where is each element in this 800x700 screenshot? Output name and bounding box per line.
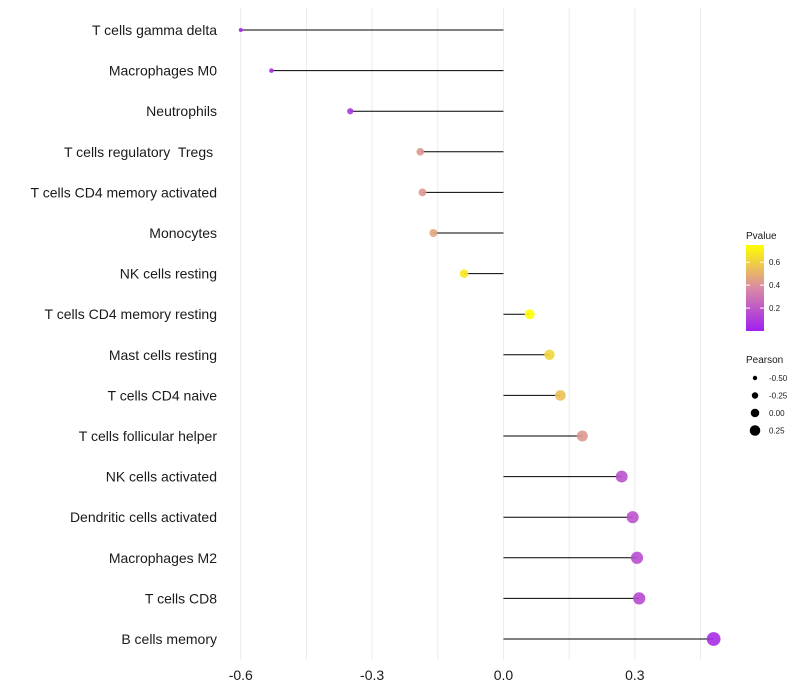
pearson-legend-title: Pearson bbox=[746, 355, 783, 366]
colorbar-tick-label: 0.6 bbox=[769, 258, 781, 267]
lollipop-point bbox=[630, 551, 644, 564]
x-tick-label: 0.0 bbox=[494, 667, 514, 683]
category-label: Mast cells resting bbox=[109, 347, 217, 363]
category-label: T cells CD4 naive bbox=[108, 387, 218, 403]
lollipop-point bbox=[706, 632, 721, 646]
size-legend-label: -0.50 bbox=[769, 374, 788, 383]
lollipop-point bbox=[418, 188, 427, 197]
x-tick-label: -0.6 bbox=[229, 667, 253, 683]
lollipop-point bbox=[544, 349, 555, 361]
category-label: B cells memory bbox=[121, 631, 217, 647]
category-label: Macrophages M2 bbox=[109, 550, 217, 566]
lollipop-point bbox=[269, 68, 274, 73]
y-axis-categories: T cells gamma delta Macrophages M0 Neutrop… bbox=[31, 22, 218, 647]
lollipop-point bbox=[524, 309, 535, 320]
size-legend-label: 0.25 bbox=[769, 427, 785, 436]
x-tick-label: 0.3 bbox=[625, 667, 645, 683]
size-legend-dot bbox=[752, 375, 758, 381]
category-label: NK cells resting bbox=[120, 266, 217, 282]
size-legend-dot bbox=[750, 408, 760, 418]
lollipop-point bbox=[238, 28, 243, 32]
lollipop-point bbox=[633, 592, 646, 605]
lollipop-point bbox=[576, 430, 588, 442]
category-label: T cells CD4 memory resting bbox=[45, 306, 217, 322]
lollipop-point bbox=[555, 390, 566, 401]
size-legend-label: 0.00 bbox=[769, 409, 785, 418]
size-legend-dot bbox=[751, 392, 759, 399]
lollipop-point bbox=[429, 229, 438, 237]
lollipop-point bbox=[459, 269, 469, 278]
colorbar-tick-label: 0.2 bbox=[769, 304, 781, 313]
colorbar-tick-label: 0.4 bbox=[769, 281, 781, 290]
lollipop-point bbox=[626, 511, 639, 524]
category-label: T cells regulatory Tregs bbox=[64, 144, 217, 160]
category-label: T cells gamma delta bbox=[92, 22, 217, 38]
x-axis-ticks: -0.6 -0.3 0.0 0.3 bbox=[229, 667, 645, 683]
pvalue-legend-title: Pvalue bbox=[746, 231, 777, 242]
x-tick-label: -0.3 bbox=[360, 667, 384, 683]
category-label: T cells follicular helper bbox=[79, 428, 218, 444]
lollipop-point bbox=[416, 147, 425, 156]
size-legend-dot bbox=[749, 425, 761, 436]
grid-lines bbox=[240, 8, 701, 660]
category-label: Monocytes bbox=[149, 225, 217, 241]
category-label: T cells CD4 memory activated bbox=[31, 184, 217, 200]
category-label: T cells CD8 bbox=[145, 590, 217, 606]
category-label: Neutrophils bbox=[146, 103, 217, 119]
category-label: NK cells activated bbox=[106, 469, 217, 485]
category-label: Dendritic cells activated bbox=[70, 509, 217, 525]
pvalue-colorbar bbox=[746, 245, 764, 331]
lollipop-point bbox=[347, 108, 354, 115]
category-label: Macrophages M0 bbox=[109, 63, 217, 79]
lollipop-point bbox=[615, 470, 628, 483]
lollipop-marks bbox=[238, 28, 721, 646]
size-legend-label: -0.25 bbox=[769, 392, 788, 401]
legends: Pvalue 0.2 0.4 0.6 Pearson -0.50 -0.25 0.00 0… bbox=[746, 231, 788, 436]
